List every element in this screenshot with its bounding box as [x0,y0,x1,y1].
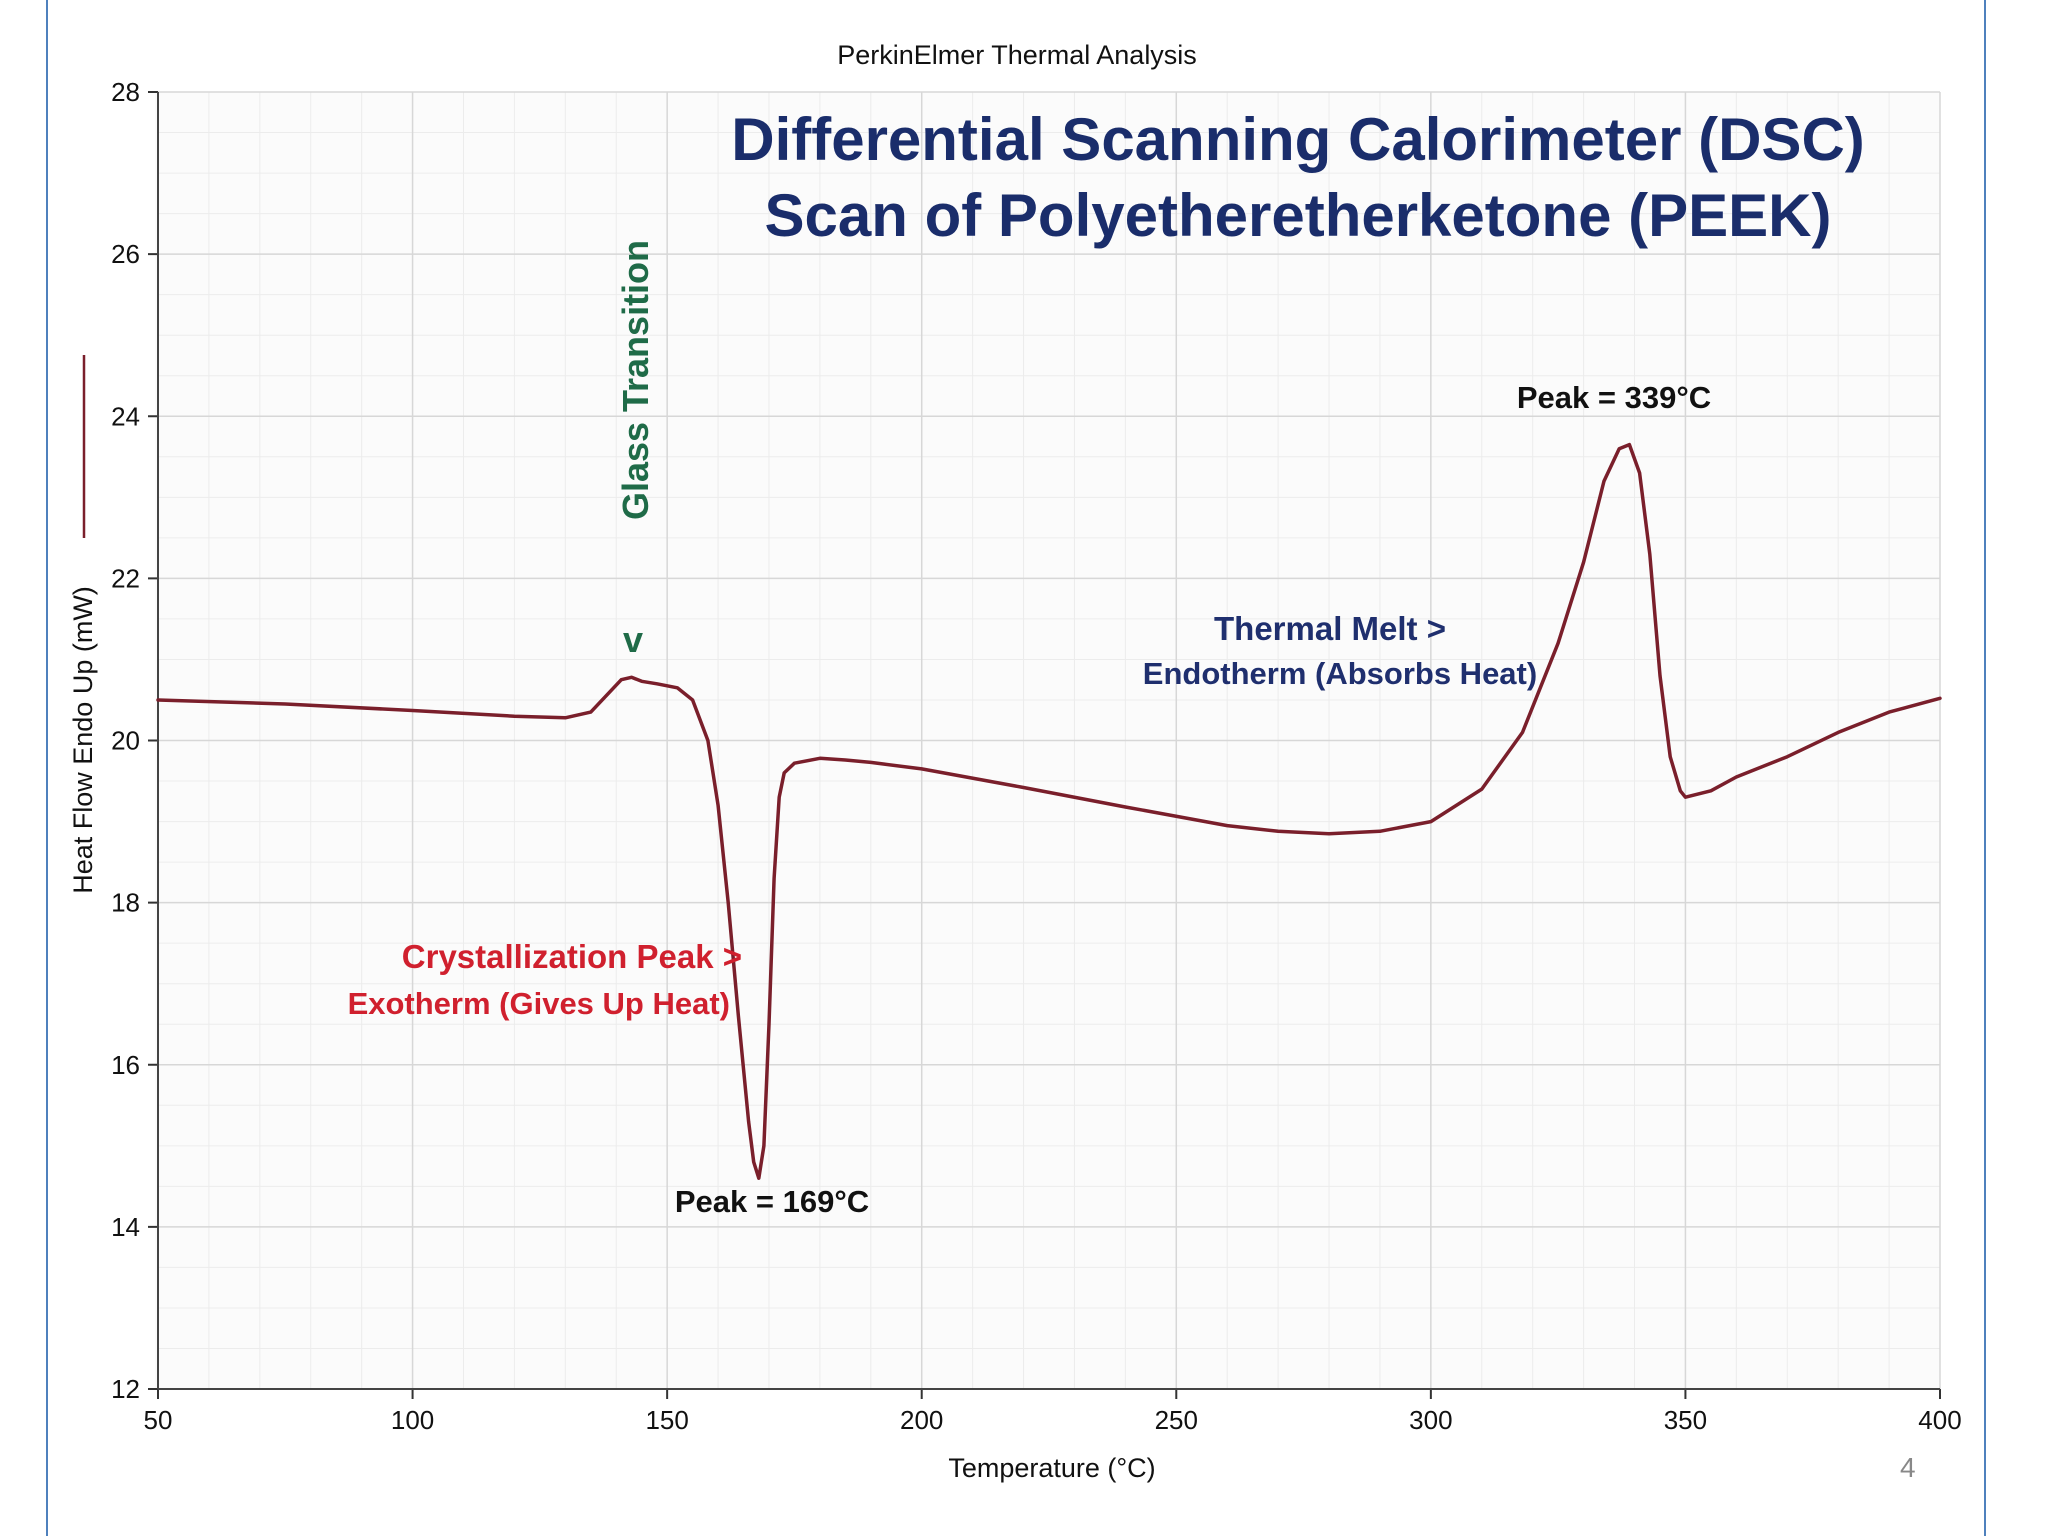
exotherm-label: Exotherm (Gives Up Heat) [348,986,730,1021]
instrument-title: PerkinElmer Thermal Analysis [837,40,1197,70]
x-tick-label: 400 [1918,1405,1961,1435]
x-tick-label: 300 [1409,1405,1452,1435]
cryst-peak-label: Peak = 169°C [675,1184,869,1219]
x-tick-label: 50 [144,1405,173,1435]
y-tick-label: 14 [111,1212,140,1242]
x-tick-label: 100 [391,1405,434,1435]
glass-transition-label: Glass Transition [615,240,656,520]
y-tick-label: 20 [111,726,140,756]
y-tick-label: 16 [111,1050,140,1080]
x-axis-title: Temperature (°C) [948,1453,1155,1483]
y-tick-label: 18 [111,888,140,918]
endotherm-label: Endotherm (Absorbs Heat) [1143,656,1537,691]
x-tick-label: 200 [900,1405,943,1435]
crystallization-label: Crystallization Peak > [402,938,742,975]
y-tick-label: 12 [111,1374,140,1404]
chart-subtitle: Scan of Polyetheretherketone (PEEK) [765,182,1832,249]
glass-transition-marker: v [623,619,643,660]
y-axis-title: Heat Flow Endo Up (mW) [68,586,98,894]
page-number: 4 [1900,1452,1916,1483]
x-tick-label: 150 [645,1405,688,1435]
dsc-curve [156,442,1942,1180]
thermal-melt-label: Thermal Melt > [1214,610,1446,647]
x-tick-label: 350 [1664,1405,1707,1435]
grid-lines [157,91,1941,1390]
y-tick-label: 26 [111,239,140,269]
tick-labels: 50 100 150 200 250 300 350 400 12 14 16 18 20 22 24 26 2… [111,77,1962,1435]
x-tick-label: 250 [1155,1405,1198,1435]
y-tick-label: 28 [111,77,140,107]
y-tick-label: 24 [111,401,140,431]
melt-peak-label: Peak = 339°C [1517,380,1711,415]
chart-title: Differential Scanning Calorimeter (DSC) [731,106,1865,173]
axes [148,91,1941,1399]
y-tick-label: 22 [111,563,140,593]
slide-frame [46,0,1986,1536]
